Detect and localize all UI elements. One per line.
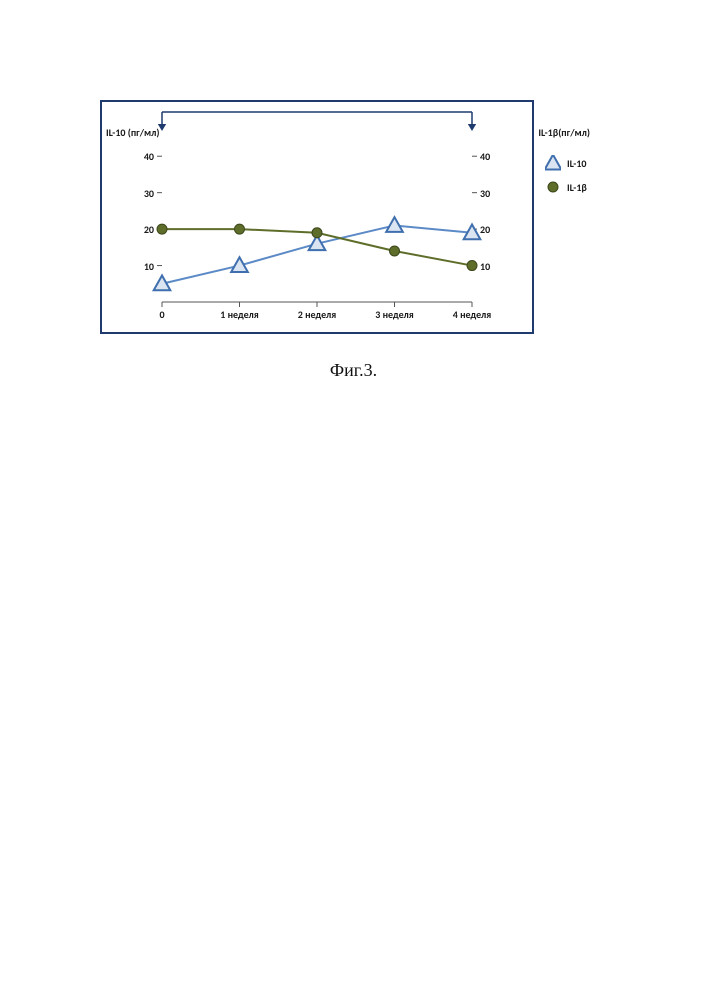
x-tick-label: 0	[159, 308, 164, 321]
legend-label: IL-1β	[567, 181, 587, 194]
y-left-axis-title: IL-10 (пг/мл)	[106, 126, 160, 139]
y-right-tick-label: 20	[480, 223, 490, 236]
x-tick-label: 3 неделя	[375, 308, 414, 321]
chart-legend: IL-10 IL-1β	[545, 155, 615, 203]
x-tick-label: 4 неделя	[453, 308, 492, 321]
x-tick-label: 2 неделя	[298, 308, 337, 321]
y-left-tick-label: 10	[144, 260, 154, 273]
y-left-tick-label: 40	[144, 150, 154, 163]
figure-caption: Фиг.3.	[0, 360, 707, 381]
chart-container: IL-10 (пг/мл) IL-1β(пг/мл) 10 20 30 40 10 20…	[100, 100, 620, 334]
y-left-tick-label: 30	[144, 187, 154, 200]
y-right-axis-title: IL-1β(пг/мл)	[538, 126, 590, 139]
page: IL-10 (пг/мл) IL-1β(пг/мл) 10 20 30 40 10 20…	[0, 0, 707, 1000]
x-tick-label: 1 неделя	[220, 308, 259, 321]
y-right-tick-label: 40	[480, 150, 490, 163]
y-right-tick-label: 30	[480, 187, 490, 200]
legend-label: IL-10	[567, 157, 586, 170]
legend-item: IL-1β	[545, 179, 615, 195]
chart-svg	[102, 102, 532, 332]
triangle-marker-icon	[545, 155, 561, 171]
chart-plot-box: IL-10 (пг/мл) IL-1β(пг/мл) 10203040 1020…	[100, 100, 534, 334]
y-left-tick-label: 20	[144, 223, 154, 236]
y-right-tick-label: 10	[480, 260, 490, 273]
legend-item: IL-10	[545, 155, 615, 171]
circle-marker-icon	[545, 179, 561, 195]
